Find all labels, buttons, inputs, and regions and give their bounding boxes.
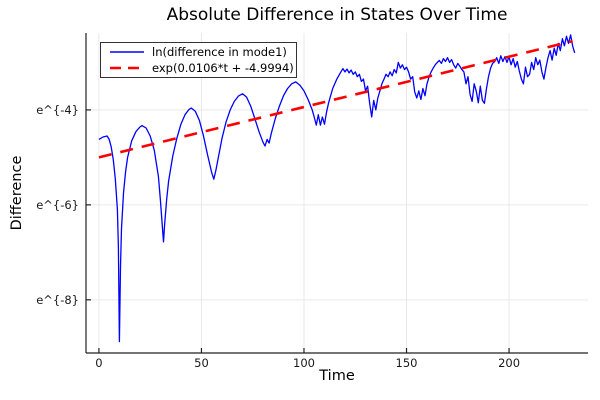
- chart-title: Absolute Difference in States Over Time: [166, 5, 508, 25]
- series-line-ln-difference: [98, 34, 576, 343]
- legend-fit-line-icon: [110, 66, 144, 70]
- x-tick-label: 50: [194, 356, 209, 370]
- x-tick-label: 200: [498, 356, 520, 370]
- legend-label-fit: exp(0.0106*t + -4.9994): [152, 61, 294, 75]
- y-axis-label: Difference: [9, 155, 25, 231]
- legend-series-line-icon: [110, 51, 144, 53]
- y-tick-label: e^{-4}: [36, 103, 79, 117]
- y-tick-label: e^{-6}: [36, 198, 79, 212]
- x-axis-label: Time: [319, 368, 355, 384]
- x-tick-label: 0: [95, 356, 102, 370]
- x-tick-label: 150: [396, 356, 418, 370]
- legend-entry-series: ln(difference in mode1): [108, 45, 292, 60]
- legend: ln(difference in mode1) exp(0.0106*t + -…: [100, 42, 297, 78]
- x-tick-label: 100: [293, 356, 315, 370]
- fit-line-exp: [98, 39, 573, 159]
- legend-label-series: ln(difference in mode1): [152, 45, 287, 59]
- legend-entry-fit: exp(0.0106*t + -4.9994): [108, 61, 294, 76]
- y-tick-label: e^{-8}: [36, 293, 79, 307]
